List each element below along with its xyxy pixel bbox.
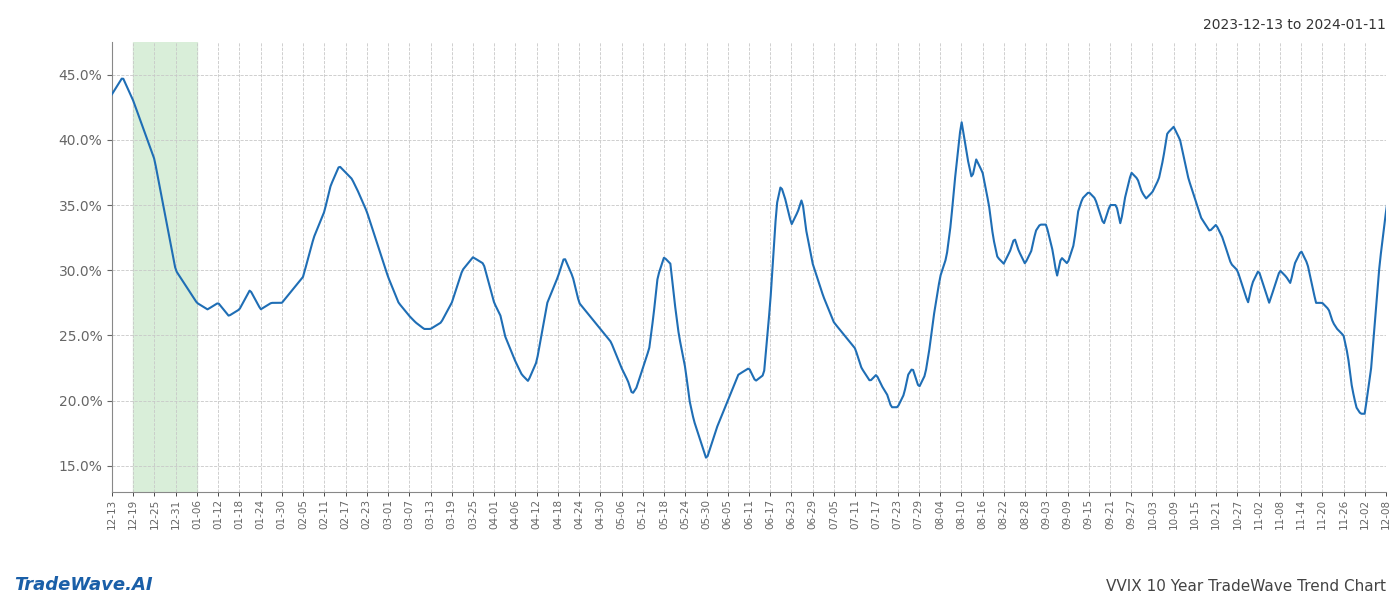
Bar xyxy=(133,42,197,492)
Text: 2023-12-13 to 2024-01-11: 2023-12-13 to 2024-01-11 xyxy=(1203,18,1386,32)
Text: VVIX 10 Year TradeWave Trend Chart: VVIX 10 Year TradeWave Trend Chart xyxy=(1106,579,1386,594)
Text: TradeWave.AI: TradeWave.AI xyxy=(14,576,153,594)
